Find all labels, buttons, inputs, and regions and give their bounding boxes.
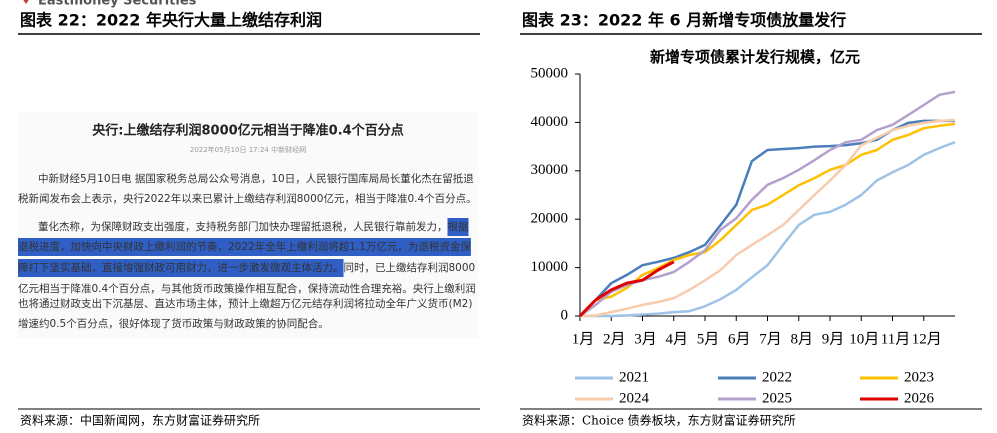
legend-label: 2021: [619, 369, 649, 385]
series-line: [579, 122, 956, 317]
figure-title: 图表 23：2022 年 6 月新增专项债放量发行: [522, 11, 846, 30]
x-tick-label: 1月: [572, 331, 595, 347]
x-tick-label: 4月: [665, 331, 688, 347]
legend-label: 2025: [762, 390, 792, 406]
highlight: [18, 259, 344, 277]
source: 资料来源：Choice 债券板块，东方财富证券研究所: [522, 413, 796, 428]
series-line: [580, 141, 956, 318]
highlight: [447, 218, 469, 236]
figure-title: 图表 22：2022 年央行大量上缴结存利润: [20, 11, 322, 30]
x-tick-label: 3月: [634, 331, 657, 347]
series-line: [579, 118, 956, 318]
legend-label: 2022: [762, 369, 792, 385]
brand: Eastmoney Securities: [38, 0, 197, 9]
y-tick-label: 30000: [531, 162, 569, 178]
legend-label: 2026: [904, 390, 935, 406]
x-tick-label: 6月: [728, 331, 751, 347]
series-line: [579, 119, 955, 317]
y-tick-label: 50000: [531, 65, 569, 81]
y-tick-label: 40000: [531, 114, 569, 130]
news-text: 亿元相当于降准0.4个百分点，与其他货币政策操作相互配合，保持流动性合理充裕。央…: [18, 282, 476, 295]
news-meta: 2022年05月10日 17:24 中新财经网: [190, 145, 306, 154]
news-text: 根据: [448, 220, 469, 233]
news-text: 增速约0.5个百分点，很好体现了货币政策与财政政策的协同配合。: [18, 317, 329, 330]
x-tick-label: 7月: [759, 331, 782, 347]
chart-title: 新增专项债累计发行规模，亿元: [650, 48, 860, 66]
x-tick-label: 10月: [849, 331, 879, 347]
news-text: 也将通过财政支出下沉基层、直达市场主体，预计上缴超万亿元结存利润将拉动全年广义货…: [18, 297, 472, 310]
news-text: 障打下坚实基础，直接增强财政可用财力，进一步激发微观主体活力。: [18, 261, 344, 274]
x-tick-label: 11月: [881, 331, 910, 347]
brand-icon: [23, 0, 29, 4]
news-headline: 央行:上缴结存利润8000亿元相当于降准0.4个百分点: [92, 123, 403, 139]
news-text: 董化杰称，为保障财政支出强度，支持税务部门加快办理留抵退税，人民银行靠前发力，: [38, 220, 448, 233]
news-screenshot: [18, 112, 478, 338]
source: 资料来源：中国新闻网，东方财富证券研究所: [20, 413, 260, 428]
x-tick-label: 2月: [603, 331, 626, 347]
series-line: [578, 260, 675, 318]
news-text: 退税进度，加快向中央财政上缴利润的节奏，2022年全年上缴利润将超1.1万亿元，…: [18, 240, 471, 253]
news-text: 同时，已上缴结存利润8000: [344, 261, 476, 274]
news-text: 税新闻发布会上表示，央行2022年以来已累计上缴结存利润8000亿元，相当于降准…: [18, 192, 477, 205]
x-tick-label: 9月: [822, 331, 845, 347]
y-tick-label: 10000: [531, 259, 569, 275]
legend-label: 2023: [904, 369, 934, 385]
y-tick-label: 0: [561, 307, 569, 323]
legend-label: 2024: [619, 390, 650, 406]
x-tick-label: 8月: [790, 331, 813, 347]
x-tick-label: 5月: [697, 331, 720, 347]
y-tick-label: 20000: [531, 211, 569, 227]
news-text: 中新财经5月10日电 据国家税务总局公众号消息，10日，人民银行国库局局长董化杰…: [38, 172, 474, 185]
x-tick-label: 12月: [912, 331, 942, 347]
highlight: [18, 238, 471, 256]
